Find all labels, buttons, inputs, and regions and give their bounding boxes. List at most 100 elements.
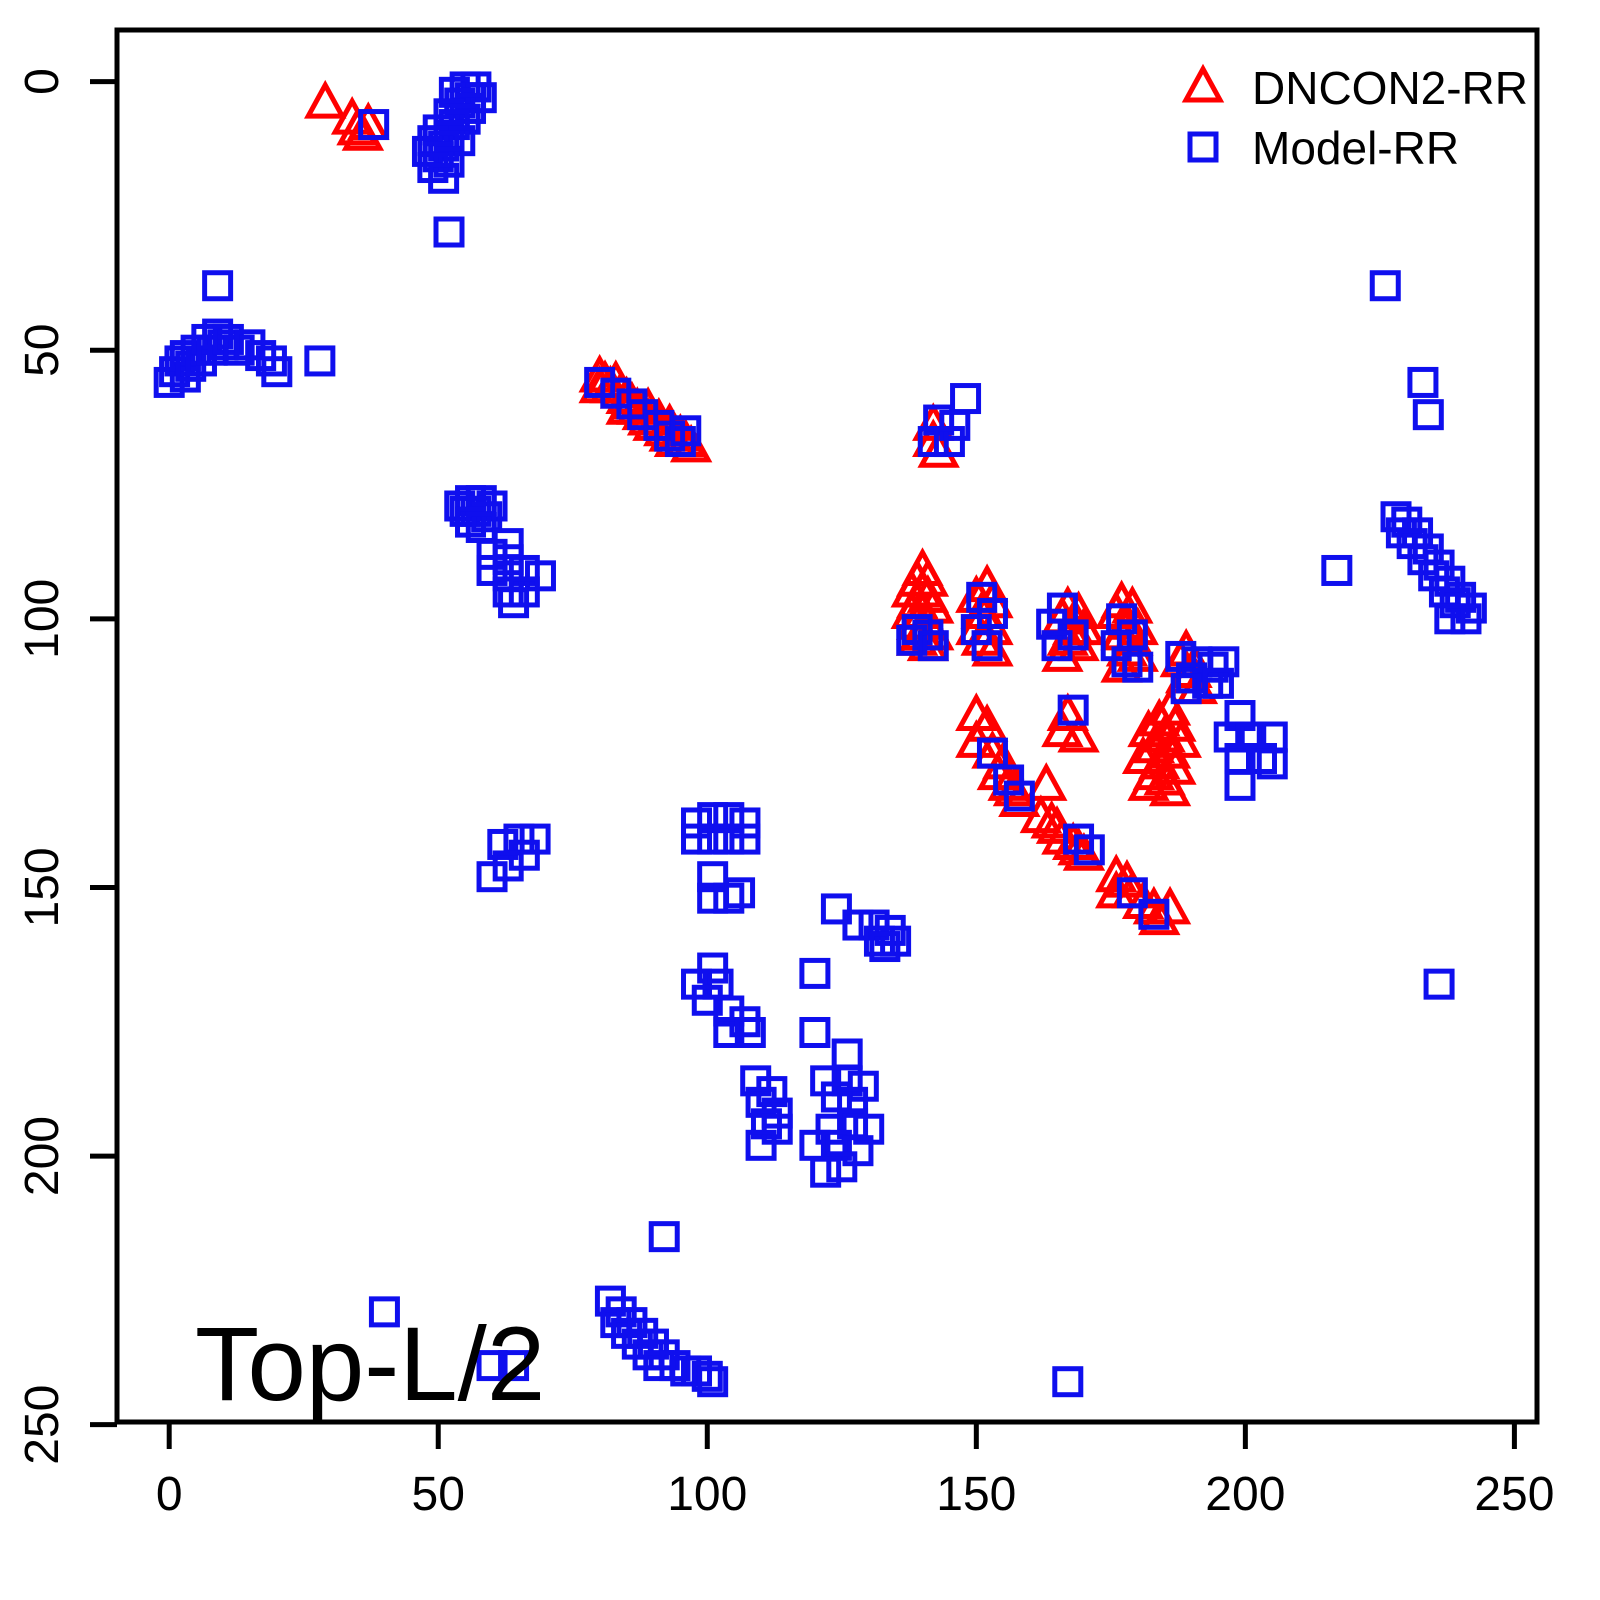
x-tick-label: 0 — [156, 1468, 183, 1521]
square-marker — [917, 426, 949, 458]
triangle-marker — [1041, 815, 1084, 855]
y-tick-label: 100 — [16, 579, 69, 659]
square-marker — [428, 162, 460, 194]
square-marker — [697, 1366, 729, 1398]
square-marker — [826, 1151, 858, 1183]
square-marker — [837, 1086, 869, 1118]
plot-border — [114, 27, 1540, 1425]
square-marker — [681, 807, 713, 839]
triangle-marker — [1094, 853, 1138, 893]
square-marker — [1256, 748, 1288, 780]
square-marker — [1057, 694, 1089, 726]
square-marker — [869, 931, 901, 963]
square-marker — [976, 737, 1008, 769]
square-marker — [917, 630, 949, 662]
square-marker — [933, 426, 965, 458]
square-marker — [697, 802, 729, 834]
triangle-marker — [1148, 767, 1192, 807]
legend-triangle-icon — [1181, 63, 1225, 103]
square-marker — [1138, 898, 1170, 930]
square-marker — [697, 952, 729, 984]
square-marker — [820, 893, 852, 925]
y-tick-label: 0 — [16, 68, 69, 95]
triangle-marker — [341, 112, 385, 151]
square-marker — [820, 1081, 852, 1113]
series-model-rr — [153, 71, 1487, 1398]
square-marker — [697, 823, 729, 855]
square-marker — [729, 823, 761, 855]
x-axis: 0 50 100 150 200 250 — [156, 1422, 1554, 1521]
square-marker — [1423, 968, 1455, 1000]
square-marker — [799, 1016, 831, 1048]
square-marker — [976, 597, 1008, 629]
square-marker — [670, 415, 702, 447]
square-marker — [304, 345, 336, 377]
square-marker — [368, 1296, 400, 1328]
square-marker — [950, 383, 982, 415]
triangle-marker — [304, 79, 347, 119]
square-marker — [810, 1156, 842, 1188]
square-marker — [729, 807, 761, 839]
series-layer — [153, 71, 1487, 1398]
square-marker — [842, 909, 874, 941]
square-marker — [863, 925, 895, 957]
square-marker — [831, 1038, 863, 1070]
x-tick-label: 100 — [667, 1468, 747, 1521]
square-marker — [842, 1135, 874, 1167]
legend-label-model-rr: Model-RR — [1252, 122, 1459, 174]
square-marker — [761, 1113, 793, 1145]
square-marker — [498, 1350, 530, 1382]
square-marker — [1116, 877, 1148, 909]
triangle-marker — [1019, 794, 1063, 834]
square-marker — [1434, 603, 1466, 635]
triangle-marker — [1127, 762, 1170, 801]
series-dncon2-rr — [304, 79, 1219, 936]
square-marker — [724, 877, 756, 909]
square-marker — [1412, 399, 1444, 431]
square-marker — [713, 1016, 745, 1048]
square-marker — [713, 802, 745, 834]
y-axis: 0 50 100 150 200 250 — [16, 68, 117, 1465]
square-marker — [815, 1113, 847, 1145]
square-marker — [734, 1016, 766, 1048]
square-marker — [681, 823, 713, 855]
square-marker — [433, 216, 465, 248]
square-marker — [1073, 834, 1105, 866]
square-marker — [476, 538, 508, 570]
triangle-marker — [1057, 713, 1100, 753]
annotation-top-l2: Top-L/2 — [195, 1306, 545, 1423]
square-marker — [697, 861, 729, 893]
square-marker — [1052, 1366, 1084, 1398]
square-marker — [508, 554, 540, 586]
square-marker — [433, 146, 465, 178]
square-marker — [971, 630, 1003, 662]
square-marker — [1208, 646, 1240, 678]
square-marker — [202, 270, 234, 302]
square-marker — [896, 624, 928, 656]
square-marker — [1122, 651, 1154, 683]
legend-square-icon — [1187, 131, 1219, 163]
square-marker — [939, 409, 971, 441]
triangle-marker — [1025, 762, 1068, 801]
y-tick-label: 50 — [16, 324, 69, 377]
square-marker — [648, 1221, 680, 1253]
x-tick-label: 250 — [1474, 1468, 1554, 1521]
square-marker — [261, 356, 293, 388]
square-marker — [799, 957, 831, 989]
square-marker — [1369, 270, 1401, 302]
y-tick-label: 150 — [16, 847, 69, 927]
square-marker — [1170, 673, 1202, 705]
square-marker — [1407, 366, 1439, 398]
y-tick-label: 250 — [16, 1385, 69, 1465]
x-tick-label: 150 — [936, 1468, 1016, 1521]
x-tick-label: 50 — [412, 1468, 465, 1521]
square-marker — [1321, 554, 1353, 586]
square-marker — [1041, 630, 1073, 662]
square-marker — [1450, 603, 1482, 635]
x-tick-label: 200 — [1205, 1468, 1285, 1521]
square-marker — [745, 1129, 777, 1161]
square-marker — [476, 554, 508, 586]
square-marker — [476, 861, 508, 893]
